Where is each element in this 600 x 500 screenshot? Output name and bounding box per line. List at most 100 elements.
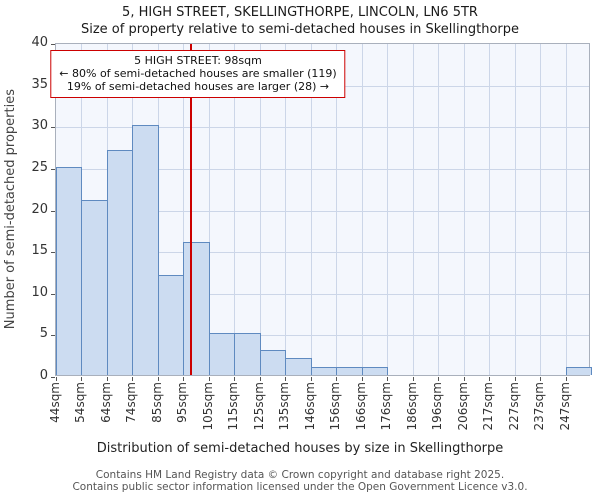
histogram-bar	[208, 333, 236, 375]
histogram-bar	[56, 166, 83, 375]
chart-title: 5, HIGH STREET, SKELLINGTHORPE, LINCOLN,…	[122, 5, 478, 20]
y-tick-mark	[51, 127, 55, 129]
plot-area: 5 HIGH STREET: 98sqm ← 80% of semi-detac…	[50, 43, 592, 381]
x-axis-tick-labels: 44sqm 54sqm 64sqm 74sqm 85sqm 95sqm 105sqm 115s…	[48, 377, 591, 437]
y-tick-mark	[51, 377, 55, 378]
vertical-gridline	[234, 44, 236, 375]
x-tick-label: 95sqm	[175, 382, 190, 423]
x-tick-label: 74sqm	[124, 382, 139, 423]
y-tick-label: 25	[31, 159, 48, 175]
histogram-bar	[285, 358, 312, 375]
annotation-box: 5 HIGH STREET: 98sqm ← 80% of semi-detac…	[50, 50, 346, 98]
vertical-gridline	[183, 44, 185, 375]
x-tick-mark	[412, 377, 414, 381]
vertical-gridline	[285, 44, 287, 375]
histogram-bar	[157, 275, 185, 375]
x-tick-mark	[387, 377, 389, 381]
y-tick-mark	[51, 252, 55, 254]
y-tick-mark	[51, 293, 55, 295]
y-tick-label: 20	[31, 201, 48, 217]
x-tick-mark	[540, 377, 542, 381]
y-tick-label: 35	[31, 76, 48, 92]
x-tick-label: 196sqm	[430, 382, 445, 431]
histogram-bar	[565, 366, 592, 375]
histogram-bar	[132, 125, 159, 375]
x-tick-label: 237sqm	[532, 382, 547, 431]
vertical-gridline	[310, 44, 312, 375]
x-tick-mark	[336, 377, 338, 381]
x-tick-label: 135sqm	[277, 382, 292, 431]
x-tick-mark	[361, 377, 363, 381]
histogram-bar	[361, 366, 389, 375]
x-tick-mark	[132, 377, 134, 381]
x-tick-label: 105sqm	[200, 382, 215, 431]
y-tick-label: 0	[39, 368, 48, 383]
annotation-title: 5 HIGH STREET: 98sqm	[134, 54, 262, 67]
x-tick-label: 206sqm	[455, 382, 470, 431]
footer-line-1: Contains HM Land Registry data © Crown c…	[95, 469, 505, 481]
y-tick-label: 15	[31, 243, 48, 259]
x-tick-mark	[157, 377, 159, 381]
vertical-gridline	[259, 44, 261, 375]
x-tick-label: 186sqm	[404, 382, 419, 431]
x-tick-label: 166sqm	[353, 382, 368, 431]
y-tick-mark	[51, 210, 55, 212]
histogram-bar	[336, 366, 363, 375]
x-tick-label: 125sqm	[251, 382, 266, 431]
x-tick-mark	[183, 377, 185, 381]
histogram-bar	[310, 366, 338, 375]
x-tick-mark	[565, 377, 567, 381]
vertical-gridline	[336, 44, 338, 375]
x-tick-label: 146sqm	[302, 382, 317, 431]
x-tick-label: 64sqm	[98, 382, 113, 423]
vertical-gridline	[387, 44, 389, 375]
y-axis-tick-labels: 0 5 10 15 20 25 30 35 40	[0, 35, 48, 383]
x-tick-mark	[489, 377, 491, 381]
x-axis-title: Distribution of semi-detached houses by …	[96, 441, 504, 456]
property-size-marker-line	[190, 44, 193, 375]
horizontal-gridline	[56, 168, 589, 170]
x-tick-mark	[81, 377, 83, 381]
histogram-bar	[234, 333, 261, 375]
annotation-smaller-text: ← 80% of semi-detached houses are smalle…	[59, 67, 337, 80]
y-tick-label: 5	[39, 326, 48, 342]
x-tick-label: 54sqm	[73, 382, 88, 423]
x-tick-mark	[285, 377, 287, 381]
vertical-gridline	[565, 44, 567, 375]
x-tick-label: 85sqm	[149, 382, 164, 423]
footer-line-2: Contains public sector information licen…	[72, 481, 528, 493]
x-tick-label: 227sqm	[506, 382, 521, 431]
vertical-gridline	[412, 44, 414, 375]
vertical-gridline	[540, 44, 542, 375]
vertical-gridline	[463, 44, 465, 375]
x-tick-mark	[514, 377, 516, 381]
x-tick-mark	[56, 377, 57, 381]
vertical-gridline	[514, 44, 516, 375]
x-tick-label: 156sqm	[328, 382, 343, 431]
horizontal-gridline	[56, 127, 589, 129]
x-tick-label: 115sqm	[226, 382, 241, 431]
x-tick-mark	[463, 377, 465, 381]
x-tick-mark	[234, 377, 236, 381]
x-tick-mark	[310, 377, 312, 381]
horizontal-gridline	[56, 252, 589, 254]
x-tick-mark	[106, 377, 108, 381]
x-tick-label: 176sqm	[379, 382, 394, 431]
vertical-gridline	[438, 44, 440, 375]
x-tick-mark	[259, 377, 261, 381]
y-tick-mark	[51, 44, 55, 45]
vertical-gridline	[361, 44, 363, 375]
vertical-gridline	[208, 44, 210, 375]
license-footer: Contains HM Land Registry data © Crown c…	[0, 469, 600, 493]
histogram-bar	[259, 350, 287, 375]
y-tick-label: 10	[31, 284, 48, 300]
x-tick-label: 247sqm	[557, 382, 572, 431]
y-tick-mark	[51, 335, 55, 337]
x-tick-label: 44sqm	[48, 382, 62, 423]
histogram-bar	[183, 241, 210, 375]
horizontal-gridline	[56, 335, 589, 337]
annotation-larger-text: 19% of semi-detached houses are larger (…	[66, 80, 330, 93]
horizontal-gridline	[56, 293, 589, 295]
x-tick-mark	[208, 377, 210, 381]
